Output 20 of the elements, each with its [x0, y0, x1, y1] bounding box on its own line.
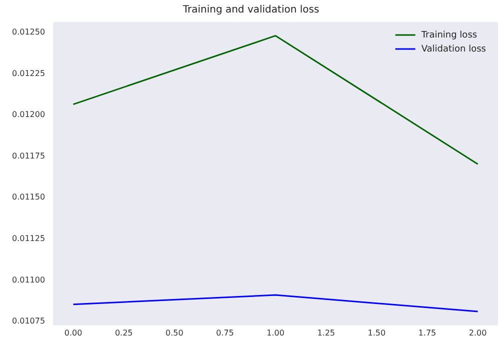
- y-tick-label: 0.01250: [12, 27, 46, 36]
- x-tick-label: 1.75: [418, 328, 436, 338]
- y-tick-label: 0.01075: [12, 316, 46, 326]
- y-tick-label: 0.01175: [12, 151, 46, 160]
- legend-label: Validation loss: [421, 44, 486, 54]
- x-tick-label: 1.50: [368, 328, 386, 338]
- x-tick-label: 1.00: [266, 328, 284, 338]
- y-tick-label: 0.01125: [12, 234, 46, 244]
- y-tick-label: 0.01150: [12, 192, 46, 202]
- x-tick-label: 1.25: [317, 328, 336, 338]
- x-tick-label: 2.00: [468, 328, 487, 338]
- y-tick-label: 0.01100: [12, 275, 46, 284]
- chart-title: Training and validation loss: [182, 4, 320, 16]
- x-tick-label: 0.00: [64, 328, 82, 338]
- x-tick-label: 0.25: [114, 328, 133, 338]
- y-tick-label: 0.01225: [12, 68, 46, 78]
- x-tick-label: 0.50: [166, 328, 184, 338]
- x-tick-label: 0.75: [216, 328, 234, 338]
- y-tick-label: 0.01200: [12, 110, 46, 120]
- legend-label: Training loss: [420, 30, 478, 40]
